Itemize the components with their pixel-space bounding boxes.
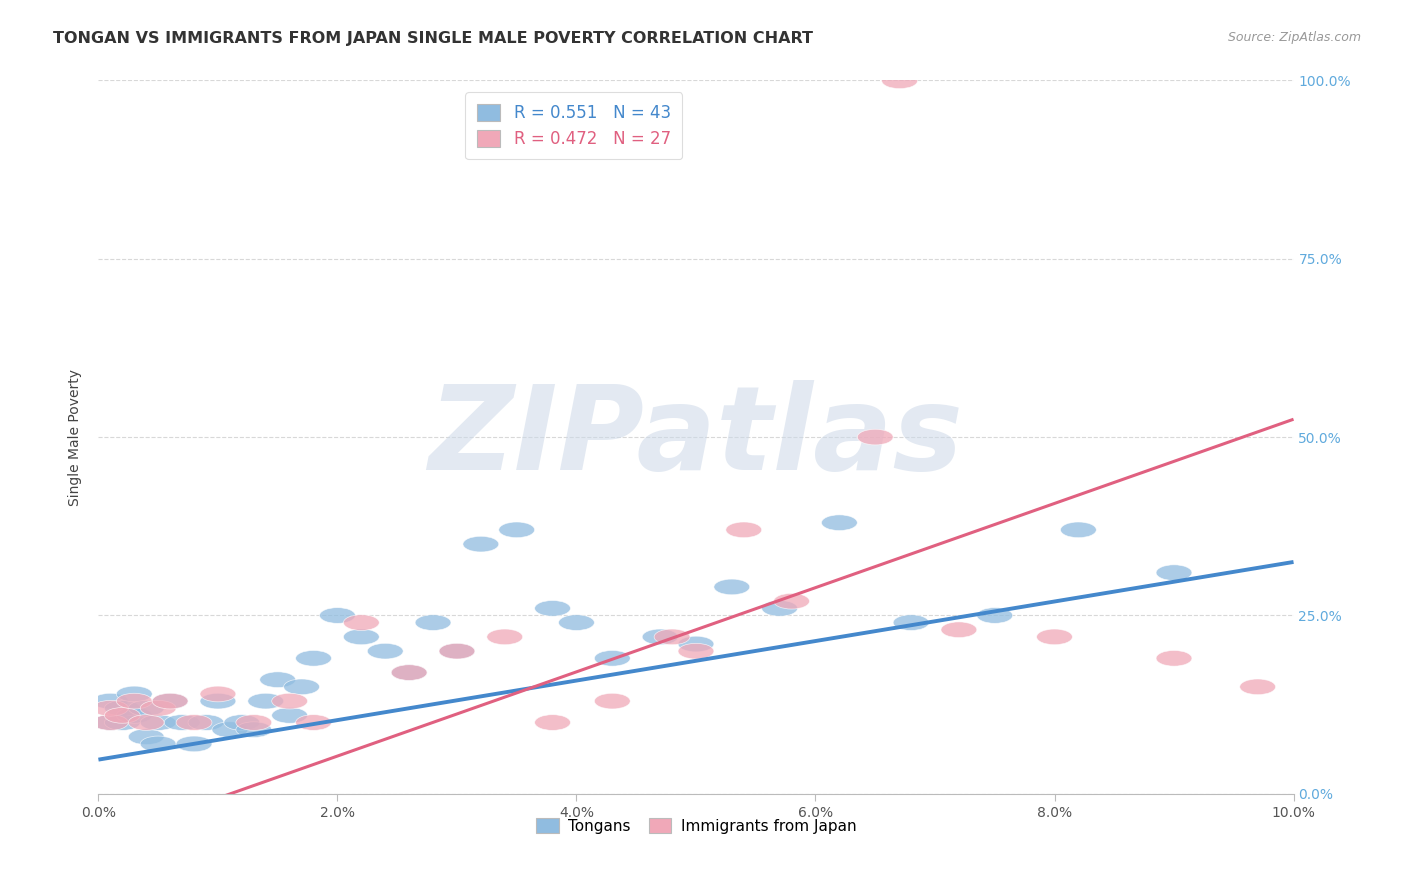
Text: Source: ZipAtlas.com: Source: ZipAtlas.com bbox=[1227, 31, 1361, 45]
Legend: Tongans, Immigrants from Japan: Tongans, Immigrants from Japan bbox=[530, 812, 862, 839]
Text: ZIPatlas: ZIPatlas bbox=[429, 380, 963, 494]
Text: TONGAN VS IMMIGRANTS FROM JAPAN SINGLE MALE POVERTY CORRELATION CHART: TONGAN VS IMMIGRANTS FROM JAPAN SINGLE M… bbox=[53, 31, 814, 46]
Y-axis label: Single Male Poverty: Single Male Poverty bbox=[69, 368, 83, 506]
